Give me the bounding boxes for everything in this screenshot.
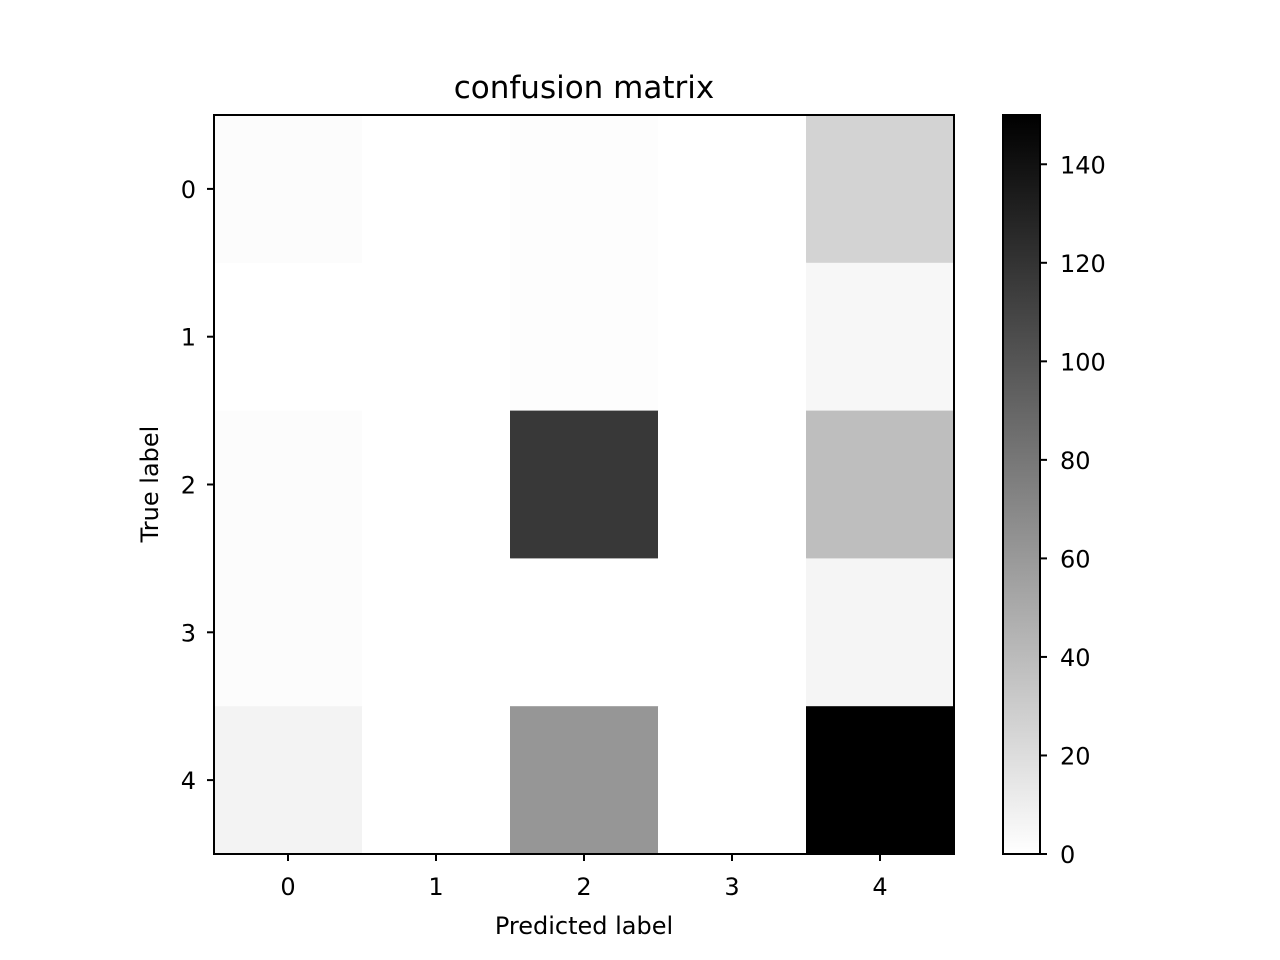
y-axis-ticks: 0 1 2 3 4 — [181, 176, 214, 795]
colorbar-tick-label: 60 — [1060, 545, 1091, 573]
heatmap-cell-4-4 — [806, 706, 955, 855]
colorbar-tick-label: 140 — [1060, 151, 1106, 179]
colorbar-frame — [1002, 114, 1041, 855]
heatmap-cell-4-1 — [362, 706, 511, 855]
heatmap-cell-4-3 — [658, 706, 807, 855]
colorbar-ticks: 0 20 40 60 80 100 120 140 — [1040, 151, 1106, 869]
y-tick-label: 0 — [181, 176, 196, 204]
heatmap-cell-2-1 — [362, 410, 511, 559]
heatmap-cell-3-4 — [806, 558, 955, 707]
heatmap-cell-3-1 — [362, 558, 511, 707]
colorbar-tick-label: 100 — [1060, 348, 1106, 376]
heatmap-cell-1-3 — [658, 262, 807, 412]
heatmap-cell-1-4 — [806, 262, 955, 412]
x-tick-label: 4 — [872, 873, 887, 901]
x-tick-label: 2 — [576, 873, 591, 901]
heatmap-cell-3-2 — [510, 558, 659, 707]
colorbar-tick-label: 0 — [1060, 841, 1075, 869]
y-axis-label: True label — [136, 426, 164, 544]
heatmap-cell-3-3 — [658, 558, 807, 707]
colorbar-tick-label: 120 — [1060, 250, 1106, 278]
colorbar-tick-label: 20 — [1060, 742, 1091, 770]
heatmap-cell-2-0 — [214, 410, 363, 559]
heatmap-cell-0-3 — [658, 115, 807, 264]
y-tick-label: 1 — [181, 324, 196, 352]
heatmap-cell-0-2 — [510, 115, 659, 264]
chart-title: confusion matrix — [454, 70, 715, 106]
heatmap-cell-4-2 — [510, 706, 659, 855]
colorbar — [1003, 115, 1040, 854]
y-tick-label: 4 — [181, 767, 196, 795]
heatmap-cell-2-3 — [658, 410, 807, 559]
y-tick-label: 2 — [181, 472, 196, 500]
x-tick-label: 3 — [724, 873, 739, 901]
colorbar-tick-label: 80 — [1060, 447, 1091, 475]
heatmap-cell-1-2 — [510, 262, 659, 412]
heatmap-cells — [214, 115, 955, 855]
heatmap-cell-4-0 — [214, 706, 363, 855]
heatmap-cell-3-0 — [214, 558, 363, 707]
heatmap-cell-1-1 — [362, 262, 511, 412]
heatmap-cell-0-0 — [214, 115, 363, 264]
heatmap-cell-2-2 — [510, 410, 659, 559]
colorbar-tick-label: 40 — [1060, 644, 1091, 672]
x-tick-label: 0 — [280, 873, 295, 901]
x-tick-label: 1 — [428, 873, 443, 901]
heatmap-cell-0-1 — [362, 115, 511, 264]
y-tick-label: 3 — [181, 619, 196, 647]
x-axis-ticks: 0 1 2 3 4 — [280, 854, 888, 901]
heatmap-cell-2-4 — [806, 410, 955, 559]
heatmap-cell-0-4 — [806, 115, 955, 264]
x-axis-label: Predicted label — [495, 912, 673, 940]
heatmap-cell-1-0 — [214, 262, 363, 412]
